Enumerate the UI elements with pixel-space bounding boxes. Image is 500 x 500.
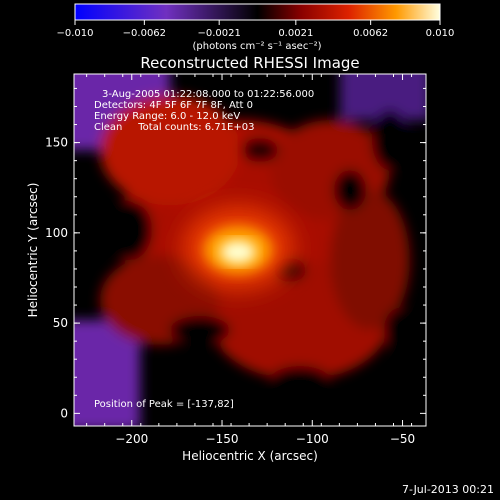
annotation-peak-position: Position of Peak = [-137,82] xyxy=(94,399,234,410)
x-tick-label: −100 xyxy=(296,432,329,446)
y-axis-label: Heliocentric Y (arcsec) xyxy=(26,183,40,318)
x-tick-label: −150 xyxy=(206,432,239,446)
colorbar-tick-label: −0.0021 xyxy=(197,28,240,39)
annotation-time-range: 3-Aug-2005 01:22:08.000 to 01:22:56.000 xyxy=(102,89,314,100)
footer-date: 7-Jul-2013 00:21 xyxy=(401,483,494,496)
chart-title: Reconstructed RHESSI Image xyxy=(140,54,359,72)
x-axis-label: Heliocentric X (arcsec) xyxy=(182,449,318,463)
annotation-clean: Clean Total counts: 6.71E+03 xyxy=(94,122,254,133)
colorbar-tick-label: −0.010 xyxy=(56,28,93,39)
colorbar-tick-label: 0.0062 xyxy=(353,28,388,39)
y-tick-label: 0 xyxy=(60,406,68,420)
colorbar-tick-label: −0.0062 xyxy=(123,28,166,39)
colorbar-ticks: −0.010 −0.0062 −0.0021 0.0021 0.0062 0.010 xyxy=(56,20,454,39)
colorbar xyxy=(74,3,441,21)
x-tick-label: −200 xyxy=(115,432,148,446)
y-tick-label: 50 xyxy=(53,316,68,330)
heatmap-image xyxy=(74,74,426,426)
plot-frame xyxy=(73,73,427,427)
y-axis-ticks: 0 50 100 150 xyxy=(45,87,426,420)
x-tick-label: −50 xyxy=(390,432,415,446)
y-tick-label: 150 xyxy=(45,136,68,150)
x-axis-ticks: −200 −150 −100 −50 xyxy=(86,74,415,446)
annotation-energy: Energy Range: 6.0 - 12.0 keV xyxy=(94,111,240,122)
colorbar-tick-label: 0.0021 xyxy=(278,28,313,39)
colorbar-tick-label: 0.010 xyxy=(426,28,455,39)
colorbar-units: (photons cm⁻² s⁻¹ asec⁻²) xyxy=(192,41,321,52)
annotation-detectors: Detectors: 4F 5F 6F 7F 8F, Att 0 xyxy=(94,100,253,111)
y-tick-label: 100 xyxy=(45,226,68,240)
